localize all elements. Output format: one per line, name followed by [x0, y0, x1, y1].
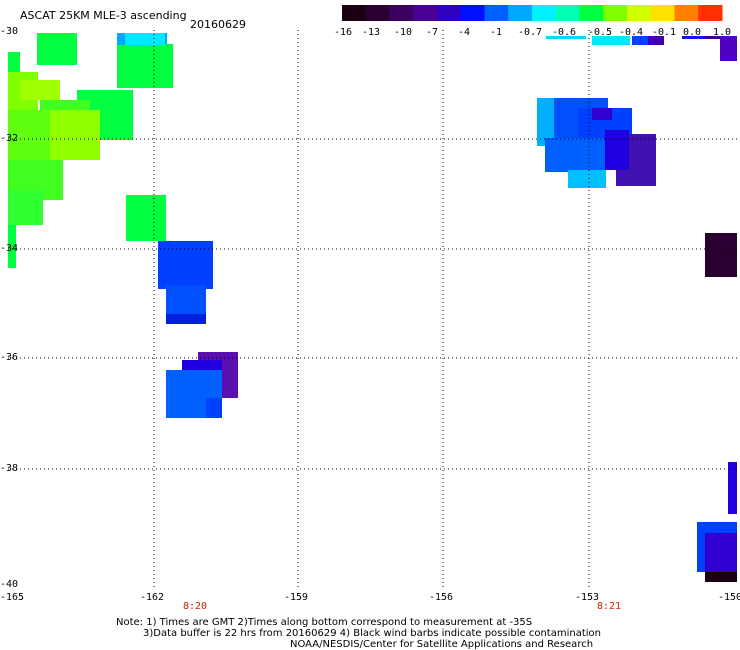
colorbar-label: -0.7 — [518, 27, 543, 38]
mle-cell — [50, 110, 100, 160]
lat-label: -40 — [0, 579, 19, 590]
mle-cell — [20, 80, 60, 100]
map-date: 20160629 — [190, 18, 246, 31]
colorbar-label: -0.6 — [552, 27, 577, 38]
mle-cell — [117, 44, 173, 88]
lon-label: -162 — [140, 592, 165, 603]
pass-time: 8:21 — [597, 601, 622, 612]
legend-bar — [632, 36, 648, 45]
note-line: NOAA/NESDIS/Center for Satellite Applica… — [290, 639, 594, 650]
legend-bar — [546, 36, 586, 39]
lon-label: -153 — [575, 592, 600, 603]
colorbar-swatch — [460, 5, 485, 21]
mle-cell — [166, 314, 206, 324]
colorbar-label: -4 — [458, 27, 471, 38]
colorbar-label: -16 — [334, 27, 353, 38]
mle-cell — [126, 195, 166, 241]
lon-label: -159 — [284, 592, 309, 603]
mle-cell — [705, 233, 737, 277]
mle-cell — [8, 110, 58, 165]
mle-cell — [705, 533, 737, 573]
pass-time: 8:20 — [183, 601, 208, 612]
mle-cell — [8, 225, 16, 268]
colorbar-label: -0.4 — [619, 27, 644, 38]
lat-label: -36 — [0, 352, 19, 363]
colorbar-swatch — [413, 5, 438, 21]
lon-label: -165 — [0, 592, 25, 603]
lat-label: -38 — [0, 463, 19, 474]
colorbar-swatch — [365, 5, 390, 21]
colorbar-label: 0.0 — [683, 27, 702, 38]
legend-bar — [592, 36, 630, 45]
colorbar-label: -0.5 — [588, 27, 613, 38]
colorbar-label: -0.1 — [652, 27, 677, 38]
mle-cell — [166, 285, 206, 315]
mle-cell — [568, 170, 606, 188]
colorbar-swatch — [674, 5, 699, 21]
colorbar-swatch — [532, 5, 557, 21]
colorbar-label: 1.0 — [713, 27, 732, 38]
colorbar-swatch — [698, 5, 723, 21]
colorbar-label: -1 — [490, 27, 503, 38]
colorbar-swatch — [650, 5, 675, 21]
lon-label: -150 — [718, 592, 740, 603]
mle-cell — [8, 52, 20, 78]
lat-label: -32 — [0, 133, 19, 144]
mle-cell — [8, 190, 43, 225]
grid-lines — [8, 30, 737, 588]
mle-cell — [592, 108, 612, 120]
colorbar-swatch — [627, 5, 652, 21]
lat-label: -34 — [0, 243, 19, 254]
colorbar-label: -10 — [394, 27, 413, 38]
legend-bar — [648, 36, 664, 45]
colorbar-swatch — [484, 5, 509, 21]
colorbar-swatch — [342, 5, 367, 21]
colorbar — [342, 5, 730, 45]
colorbar-swatch — [555, 5, 580, 21]
legend-bar — [682, 36, 706, 39]
colorbar-label: -13 — [362, 27, 381, 38]
mle-cell — [545, 138, 605, 172]
colorbar-swatch — [603, 5, 628, 21]
mle-cells — [8, 33, 737, 582]
mle-cell — [125, 33, 165, 45]
lon-label: -156 — [429, 592, 454, 603]
mle-cell — [720, 36, 737, 61]
mle-cell — [206, 398, 222, 418]
colorbar-swatch — [437, 5, 462, 21]
legend-bar — [706, 36, 730, 39]
mle-cell — [37, 33, 77, 65]
lat-label: -30 — [0, 26, 19, 37]
colorbar-label: -7 — [426, 27, 439, 38]
note-line: Note: 1) Times are GMT 2)Times along bot… — [116, 617, 533, 628]
mle-cell — [705, 572, 737, 582]
mle-cell — [158, 241, 213, 289]
colorbar-swatch — [508, 5, 533, 21]
map-title: ASCAT 25KM MLE-3 ascending — [20, 9, 187, 22]
mle-cell — [605, 130, 629, 170]
colorbar-swatch — [579, 5, 604, 21]
colorbar-swatch — [389, 5, 414, 21]
mle-cell — [728, 462, 737, 514]
note-line: 3)Data buffer is 22 hrs from 20160629 4)… — [143, 628, 601, 639]
